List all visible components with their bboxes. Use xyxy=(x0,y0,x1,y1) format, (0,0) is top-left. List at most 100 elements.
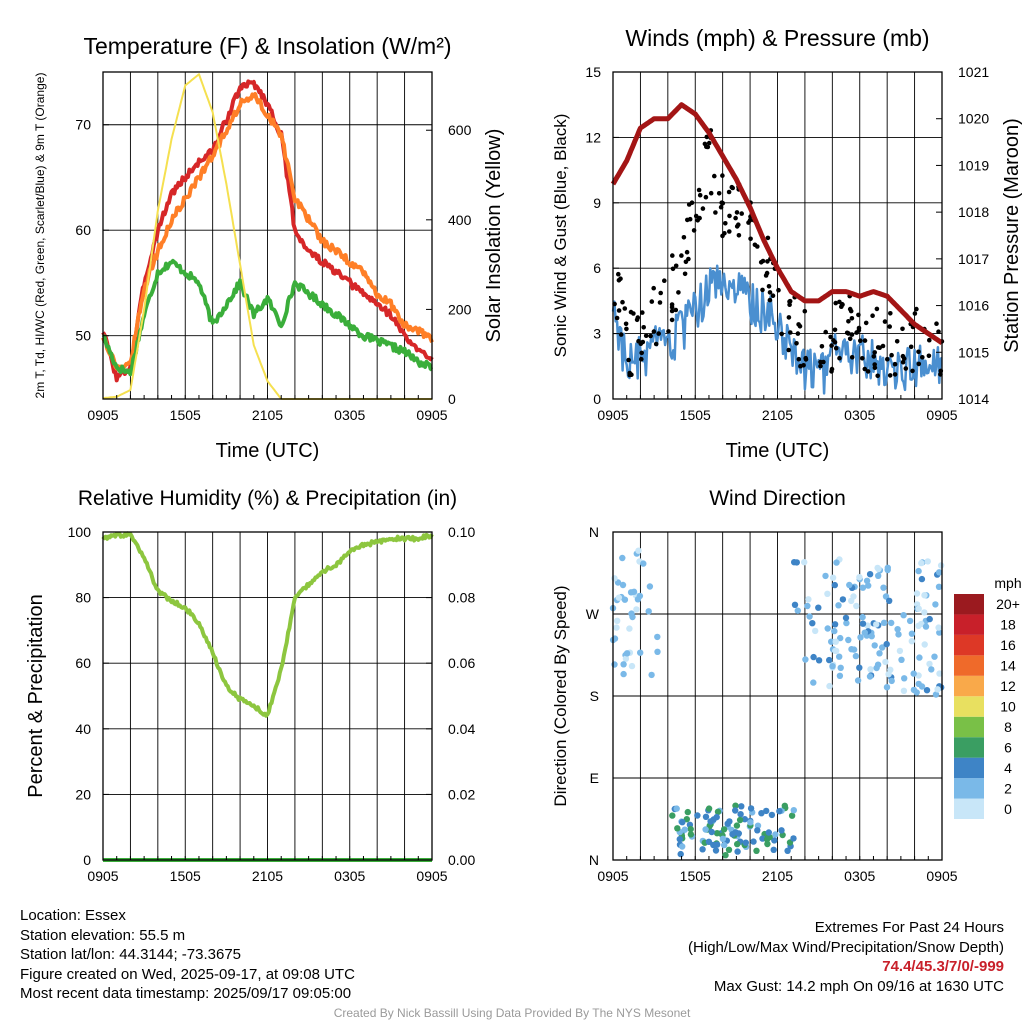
chart-panel-4: Wind Direction 0 2 4 6 8 10 12 14 16 18 20+ mph 0905 1… xyxy=(551,487,1022,884)
direction-point xyxy=(928,666,935,673)
colorbar-label: 0 xyxy=(1004,801,1012,817)
y-tick-label: N xyxy=(589,524,599,540)
direction-point xyxy=(753,847,760,854)
direction-point xyxy=(915,680,922,688)
direction-point xyxy=(732,802,739,809)
y-right-tick-label: 0.06 xyxy=(448,655,475,671)
direction-point xyxy=(694,812,701,819)
gust-point xyxy=(894,339,900,344)
gust-point xyxy=(776,287,781,293)
direction-point xyxy=(673,805,680,812)
colorbar-swatch xyxy=(954,634,984,656)
direction-point xyxy=(822,572,829,580)
y-tick-label: 20 xyxy=(75,786,91,802)
direction-point xyxy=(831,581,838,589)
gust-point xyxy=(734,210,740,215)
direction-point xyxy=(736,816,744,824)
direction-point xyxy=(771,837,778,844)
gust-point xyxy=(681,235,687,240)
gust-point xyxy=(847,336,853,342)
direction-point xyxy=(720,826,728,833)
direction-point xyxy=(677,850,684,858)
gust-point xyxy=(673,263,679,269)
gust-point xyxy=(779,331,784,337)
direction-point xyxy=(866,571,874,578)
y-right-tick-label: 1018 xyxy=(958,204,989,220)
direction-point xyxy=(875,572,882,579)
direction-point xyxy=(790,835,797,842)
gust-point xyxy=(620,299,625,305)
direction-point xyxy=(765,829,772,836)
y-right-tick-label: 400 xyxy=(448,212,472,228)
gust-point xyxy=(669,308,675,314)
direction-point xyxy=(791,601,799,608)
y-right-tick-label: 600 xyxy=(448,122,472,138)
direction-point xyxy=(738,803,745,810)
x-tick-label: 0905 xyxy=(416,407,447,423)
x-tick-label: 1505 xyxy=(680,868,711,884)
direction-point xyxy=(922,623,930,630)
colorbar-label: 10 xyxy=(1000,699,1016,715)
chart-title: Wind Direction xyxy=(709,487,846,510)
colorbar-label: 6 xyxy=(1004,739,1012,755)
y-right-axis-label: Solar Insolation (Yellow) xyxy=(483,129,505,343)
direction-point xyxy=(645,608,652,615)
direction-point xyxy=(843,619,850,627)
gust-point xyxy=(760,287,765,293)
direction-point xyxy=(829,663,836,670)
direction-point xyxy=(676,836,683,843)
direction-point xyxy=(611,661,618,668)
y-right-tick-label: 1021 xyxy=(958,64,989,80)
gust-point xyxy=(889,352,894,358)
gust-point xyxy=(616,278,622,283)
direction-point xyxy=(684,808,691,816)
gust-point xyxy=(860,356,865,361)
direction-point xyxy=(628,610,635,617)
direction-point xyxy=(722,852,729,859)
colorbar-label: 20+ xyxy=(996,596,1020,612)
direction-point xyxy=(770,846,777,853)
direction-point xyxy=(873,664,880,672)
y-right-tick-label: 0.08 xyxy=(448,590,475,606)
direction-point xyxy=(681,826,688,833)
direction-point xyxy=(850,593,857,600)
gust-point xyxy=(901,356,907,361)
direction-point xyxy=(908,630,916,637)
gust-point xyxy=(712,173,717,179)
gust-point xyxy=(720,200,726,206)
direction-point xyxy=(729,831,736,838)
direction-point xyxy=(836,653,843,660)
y-tick-label: S xyxy=(590,688,599,704)
gust-point xyxy=(803,355,808,361)
x-tick-label: 1505 xyxy=(680,407,711,423)
y-tick-label: 100 xyxy=(68,524,92,540)
gust-point xyxy=(819,344,825,349)
direction-point xyxy=(837,634,844,642)
gust-point xyxy=(788,330,793,335)
gust-point xyxy=(912,311,918,316)
chart-panel-2: Winds (mph) & Pressure (mb) 0905 1505 2105 0… xyxy=(551,25,1023,462)
gust-point xyxy=(766,284,772,289)
gust-point xyxy=(765,259,770,264)
colorbar-swatch xyxy=(954,778,984,799)
x-tick-label: 0305 xyxy=(334,868,365,884)
direction-point xyxy=(921,592,928,599)
direction-point xyxy=(859,620,867,627)
direction-point xyxy=(764,840,771,848)
colorbar-swatch xyxy=(954,675,984,697)
direction-point xyxy=(776,808,783,815)
gust-point xyxy=(871,354,877,359)
gust-point xyxy=(718,204,724,210)
y-right-tick-label: 1014 xyxy=(958,391,989,407)
direction-point xyxy=(640,560,647,567)
gust-point xyxy=(641,325,646,330)
direction-point xyxy=(621,596,629,603)
direction-point xyxy=(921,609,928,616)
direction-point xyxy=(725,846,733,853)
direction-point xyxy=(886,597,893,604)
x-tick-label: 0905 xyxy=(87,407,118,423)
gust-point xyxy=(794,341,799,346)
gust-point xyxy=(623,321,629,327)
x-tick-label: 2105 xyxy=(252,407,283,423)
extremes-title: Extremes For Past 24 Hours xyxy=(814,919,1004,936)
